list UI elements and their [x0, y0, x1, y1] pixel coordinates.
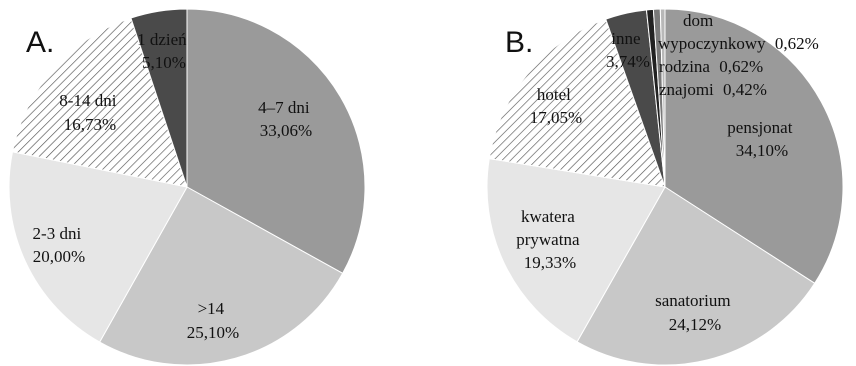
chart-a: A. 4–7 dni 33,06% >14 25,10% 2-3 dni 20,… — [8, 8, 366, 366]
chart-a-label-4-7-dni: 4–7 dni 33,06% — [258, 98, 314, 140]
slice-percent: 24,12% — [669, 315, 721, 334]
slice-percent: 0,42% — [723, 80, 767, 99]
slice-percent: 34,10% — [736, 141, 788, 160]
chart-b-slice-hotel — [488, 18, 666, 188]
slice-name: pensjonat — [727, 118, 792, 137]
slice-name-line2: wypoczynkowy — [658, 34, 766, 53]
chart-b-label-hotel: hotel 17,05% — [530, 85, 582, 127]
chart-a-slice-2-3-dni — [8, 151, 188, 343]
slice-percent: 19,33% — [524, 253, 576, 272]
slice-name-line1: dom — [683, 11, 713, 30]
slice-percent: 25,10% — [187, 323, 239, 342]
chart-b: B. pensjonat 34,10% sanatorium 24,12% kw… — [486, 8, 844, 366]
slice-percent: 16,73% — [64, 115, 116, 134]
chart-b-slice-sanatorium — [576, 186, 816, 366]
chart-a-slice-4-7-dni — [186, 8, 366, 275]
slice-percent: 33,06% — [260, 121, 312, 140]
slice-name-line2: prywatna — [516, 230, 580, 249]
slice-name: znajomi — [659, 80, 714, 99]
chart-a-label-over-14: >14 25,10% — [187, 299, 239, 342]
chart-b-label-sanatorium: sanatorium 24,12% — [655, 291, 735, 334]
slice-name: inne — [611, 29, 640, 48]
chart-b-label-rodzina: rodzina 0,62% — [659, 57, 763, 76]
chart-b-label-pensjonat: pensjonat 34,10% — [727, 118, 796, 160]
chart-b-panel-label: B. — [505, 26, 533, 59]
slice-name: sanatorium — [655, 291, 731, 310]
chart-b-labels: pensjonat 34,10% sanatorium 24,12% kwate… — [516, 11, 819, 334]
chart-b-slice-pensjonat — [664, 8, 844, 285]
slice-name: 1 dzień — [137, 30, 187, 49]
slice-percent: 17,05% — [530, 108, 582, 127]
chart-b-label-inne: inne 3,74% — [606, 29, 650, 71]
slice-name: rodzina — [659, 57, 710, 76]
slice-percent: 5,10% — [142, 53, 186, 72]
chart-a-label-8-14-dni: 8-14 dni 16,73% — [59, 91, 120, 134]
chart-a-slice-over-14 — [98, 186, 344, 366]
chart-b-label-dom-wypoczynkowy: dom wypoczynkowy 0,62% — [658, 11, 819, 53]
chart-b-slice-znajomi — [659, 8, 666, 188]
chart-a-slice-1-dzien — [130, 8, 188, 188]
slice-name: 8-14 dni — [59, 91, 116, 110]
chart-a-slices — [8, 8, 366, 366]
chart-b-slices — [486, 8, 844, 366]
chart-a-label-1-dzien: 1 dzień 5,10% — [137, 30, 191, 72]
chart-b-slice-kwatera-prywatna — [486, 158, 666, 343]
slice-name: >14 — [198, 299, 225, 318]
slice-name: hotel — [537, 85, 571, 104]
chart-a-slice-8-14-dni — [11, 17, 188, 188]
slice-percent: 0,62% — [719, 57, 763, 76]
slice-percent: 20,00% — [33, 247, 85, 266]
slice-percent: 0,62% — [775, 34, 819, 53]
chart-a-labels: 4–7 dni 33,06% >14 25,10% 2-3 dni 20,00%… — [33, 30, 314, 342]
chart-b-label-znajomi: znajomi 0,42% — [659, 80, 767, 99]
slice-name: 2-3 dni — [33, 224, 82, 243]
chart-a-label-2-3-dni: 2-3 dni 20,00% — [33, 224, 86, 266]
slice-name: 4–7 dni — [258, 98, 310, 117]
slice-percent: 3,74% — [606, 52, 650, 71]
chart-a-panel-label: A. — [26, 26, 54, 59]
slice-name: kwatera — [521, 207, 575, 226]
chart-b-label-kwatera-prywatna: kwatera prywatna 19,33% — [516, 207, 584, 272]
